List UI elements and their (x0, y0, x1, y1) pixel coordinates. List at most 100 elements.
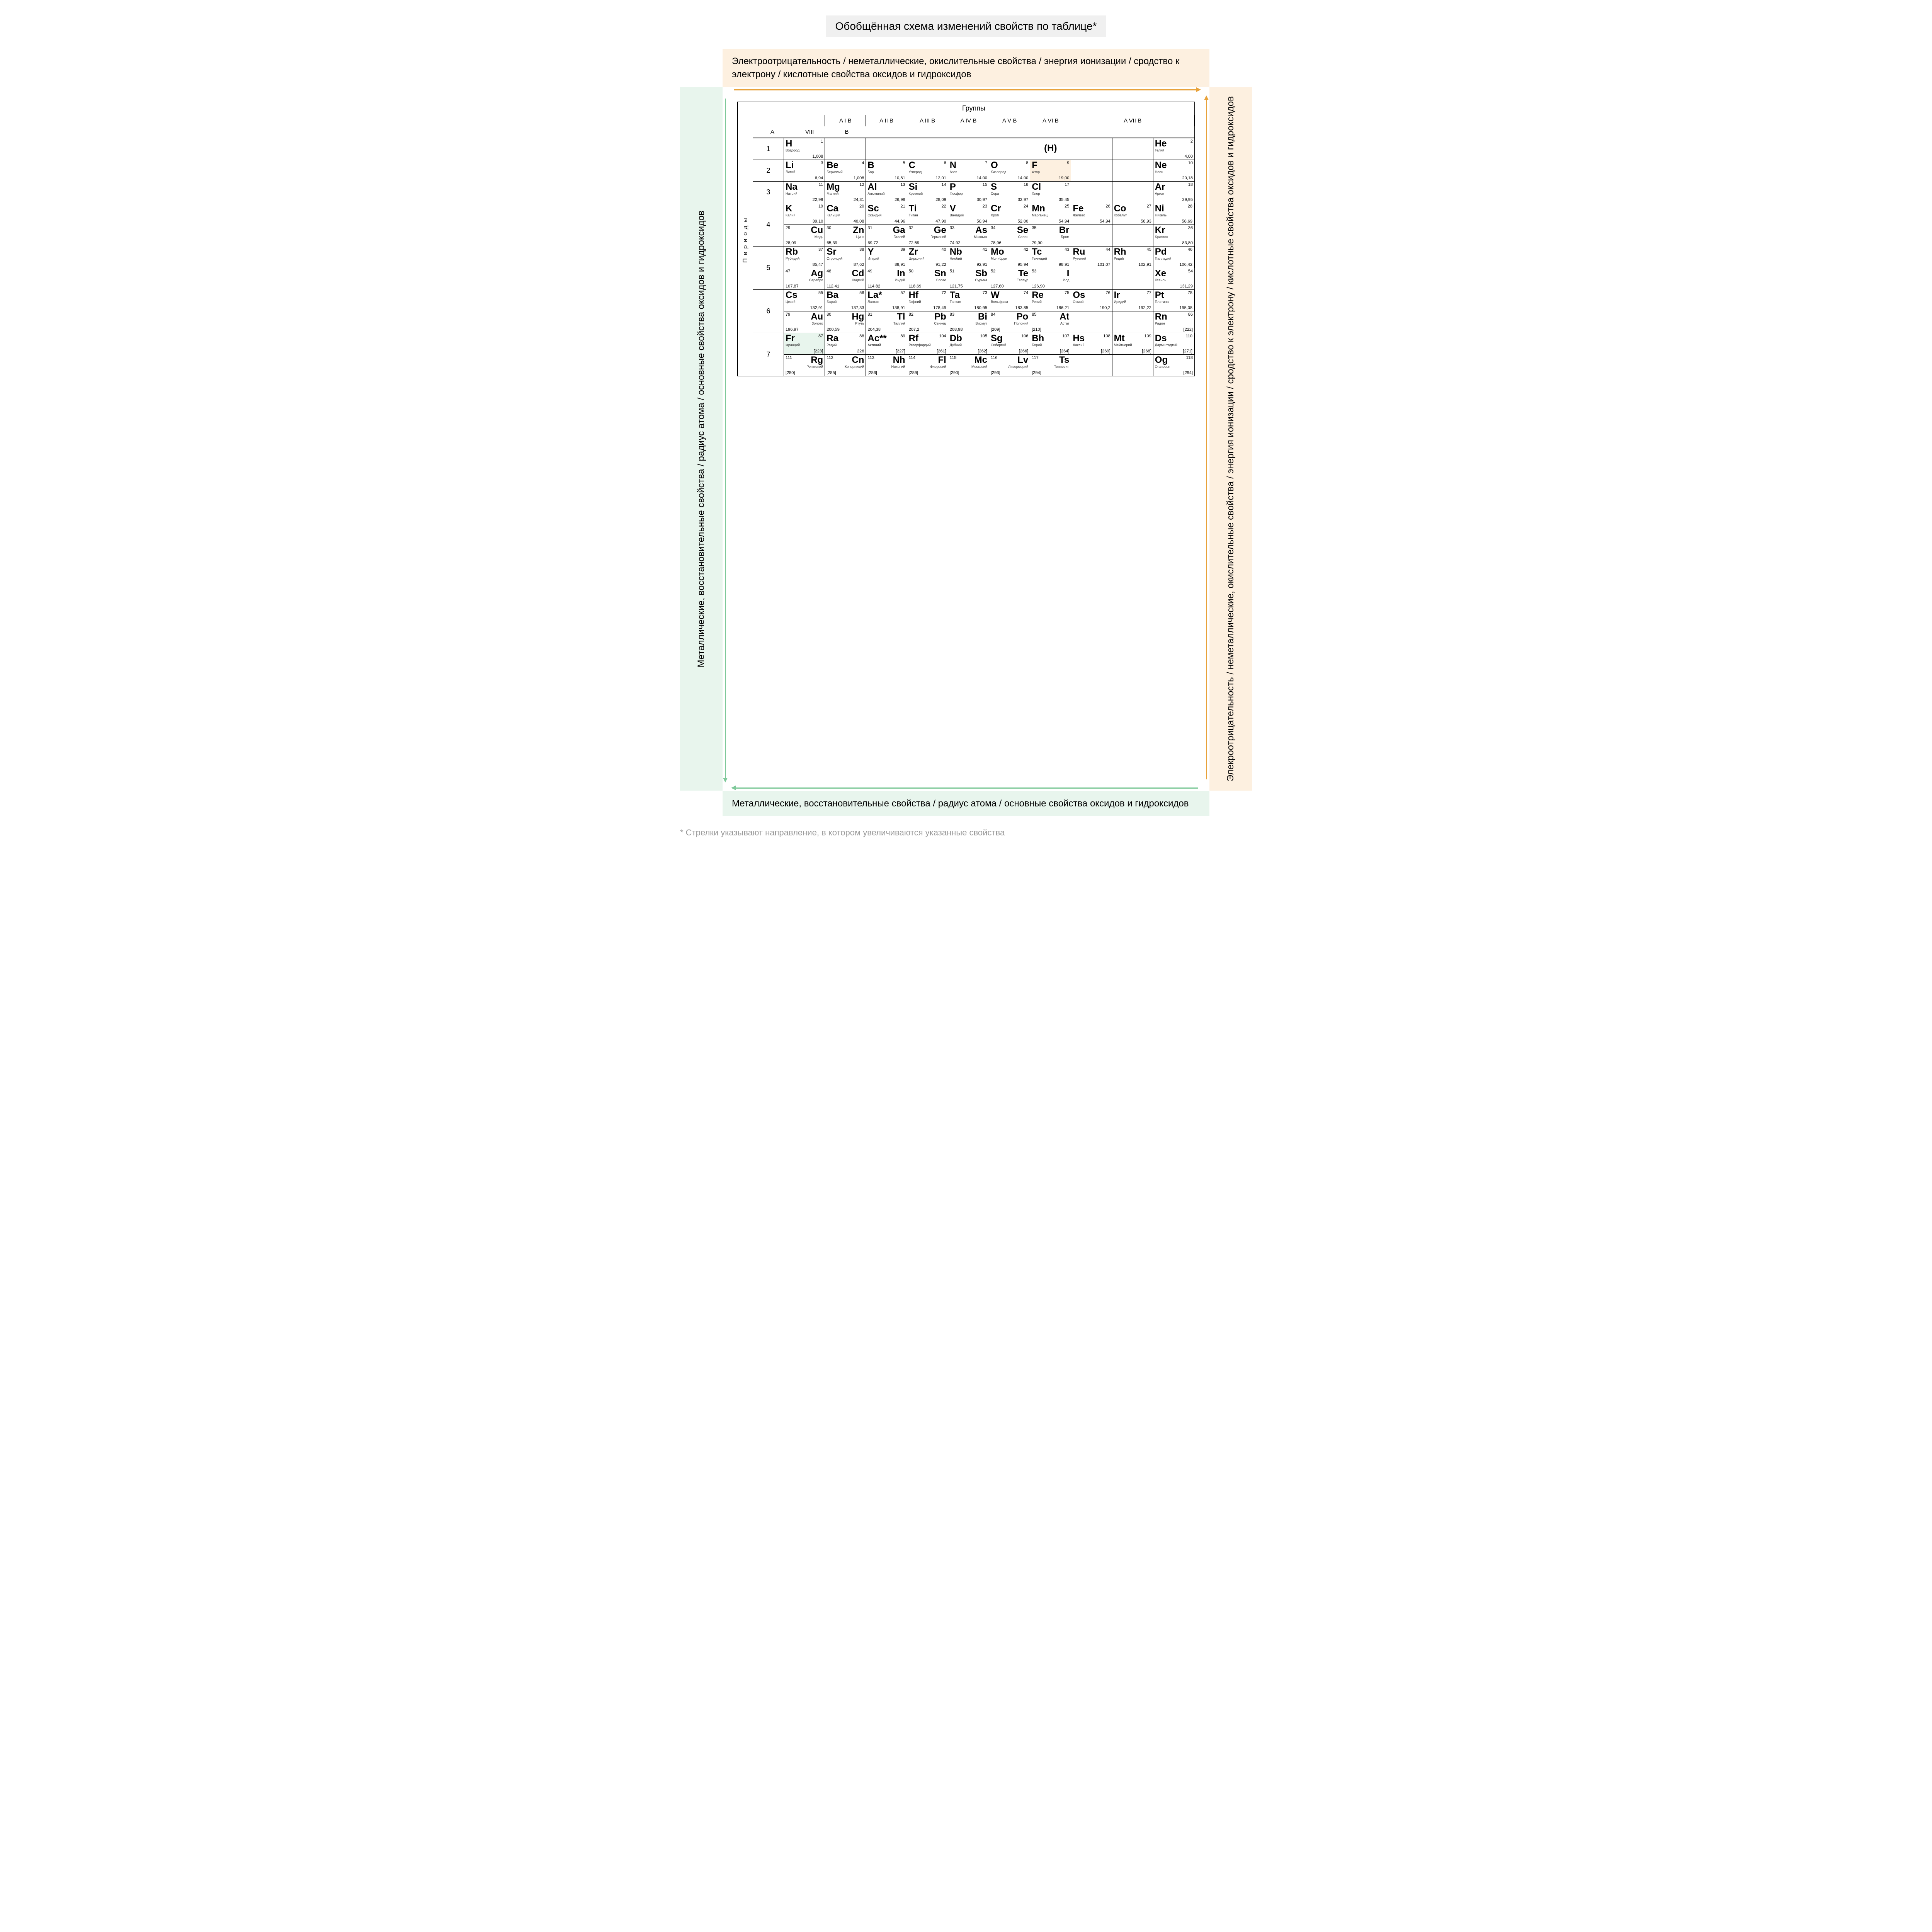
element-name: Аргон (1155, 192, 1193, 196)
atomic-number: 54 (1188, 269, 1193, 274)
element-name: Борий (1032, 343, 1069, 347)
element-cell: 108HsХассий[269] (1071, 333, 1112, 354)
element-name: Рутений (1073, 257, 1110, 260)
atomic-number: 20 (859, 204, 864, 209)
atomic-number: 55 (818, 291, 823, 295)
atomic-mass: 131,29 (1180, 284, 1193, 289)
atomic-mass: 14,00 (1018, 176, 1029, 180)
atomic-number: 47 (786, 269, 790, 274)
page-title: Обобщённая схема изменений свойств по та… (826, 15, 1106, 37)
element-cell: 17ClХлор35,45 (1030, 181, 1071, 203)
element-cell: 116LvЛиверморий[293] (989, 354, 1030, 376)
diagram-grid: Электроотрицательность / неметаллические… (680, 49, 1252, 816)
atomic-number: 29 (786, 226, 790, 230)
element-name: Ниобий (950, 257, 987, 260)
element-name: Марганец (1032, 213, 1069, 217)
element-name: Лантан (867, 300, 905, 304)
element-cell: 52TeТеллур127,60 (989, 268, 1030, 289)
element-name: Криптон (1155, 235, 1193, 239)
atomic-number: 41 (983, 247, 987, 252)
element-name: Магний (827, 192, 864, 196)
empty-cell (1071, 311, 1112, 333)
atomic-mass: 91,22 (935, 262, 946, 267)
atomic-number: 15 (983, 182, 987, 187)
atomic-number: 77 (1147, 291, 1151, 295)
element-cell: 109MtМейтнерий[268] (1112, 333, 1153, 354)
element-cell: 39YИттрий88,91 (866, 246, 907, 268)
element-cell: 76OsОсмий190,2 (1071, 289, 1112, 311)
element-name: Кремний (909, 192, 946, 196)
empty-cell (989, 138, 1030, 160)
period-number: 5 (753, 246, 784, 289)
atomic-mass: 72,59 (909, 241, 920, 245)
element-cell: 34SeСелен78,96 (989, 224, 1030, 246)
element-symbol: Sb (950, 269, 987, 278)
element-cell: 74WВольфрам183,85 (989, 289, 1030, 311)
element-cell: 28NiНикель58,69 (1153, 203, 1194, 224)
atomic-mass: 183,85 (1015, 306, 1029, 310)
element-symbol: Mg (827, 182, 864, 192)
atomic-mass: 28,09 (935, 197, 946, 202)
element-name: Кадмий (827, 278, 864, 282)
element-cell: 25MnМарганец54,94 (1030, 203, 1071, 224)
atomic-number: 36 (1188, 226, 1193, 230)
element-cell: 114FlФлеровий[289] (907, 354, 948, 376)
atomic-number: 18 (1188, 182, 1193, 187)
atomic-number: 28 (1188, 204, 1192, 209)
element-symbol: Ir (1114, 291, 1151, 300)
element-cell: 111RgРентгений[280] (784, 354, 825, 376)
element-name: Водород (786, 148, 823, 152)
atomic-number: 46 (1188, 247, 1192, 252)
atomic-number: 14 (942, 182, 946, 187)
bottom-properties-label: Металлические, восстановительные свойств… (723, 791, 1209, 816)
atomic-mass: 65,39 (827, 241, 837, 245)
period-row: 419KКалий39,1020CaКальций40,0821ScСканди… (753, 203, 1194, 246)
element-cell: 89Ac**Актиний[227] (866, 333, 907, 354)
element-symbol: Li (786, 161, 823, 170)
atomic-mass: 114,82 (867, 284, 880, 289)
element-name: Хассий (1073, 343, 1110, 347)
page-container: Обобщённая схема изменений свойств по та… (680, 15, 1252, 838)
period-row: 537RbРубидий85,4738SrСтронций87,6239YИтт… (753, 246, 1194, 289)
element-symbol: P (950, 182, 987, 192)
atomic-number: 30 (827, 226, 831, 230)
atomic-mass: 28,09 (786, 241, 796, 245)
element-name: Коперниций (827, 365, 864, 369)
period-number: 4 (753, 203, 784, 246)
element-cell: 8OКислород14,00 (989, 160, 1030, 181)
period-number: 3 (753, 181, 784, 203)
element-symbol: Te (991, 269, 1028, 278)
element-name: Натрий (786, 192, 823, 196)
atomic-mass: 127,60 (991, 284, 1004, 289)
atomic-mass: 74,92 (950, 241, 961, 245)
atomic-mass: 22,99 (813, 197, 823, 202)
element-cell: 14SiКремний28,09 (907, 181, 948, 203)
atomic-number: 8 (1026, 161, 1028, 165)
atomic-number: 37 (818, 247, 823, 252)
atomic-mass: [264] (1060, 349, 1069, 354)
left-properties-label: Металлические, восстановительные свойств… (680, 87, 723, 791)
element-cell: 35BrБром79,90 (1030, 224, 1071, 246)
element-symbol: Cu (786, 226, 823, 235)
atomic-number: 21 (900, 204, 905, 209)
atomic-number: 16 (1024, 182, 1028, 187)
element-symbol: Xe (1155, 269, 1193, 278)
element-symbol: Br (1032, 226, 1069, 235)
atomic-mass: 102,91 (1138, 262, 1151, 267)
element-cell: 80HgРтуть200,59 (825, 311, 866, 333)
empty-cell (1071, 224, 1112, 246)
element-cell: 87FrФранций[223] (784, 333, 825, 354)
element-name: Фосфор (950, 192, 987, 196)
element-cell: 27CoКобальт58,93 (1112, 203, 1153, 224)
element-cell: 10NeНеон20,18 (1153, 160, 1194, 181)
element-name: Резерфордий (909, 343, 946, 347)
element-symbol: Rb (786, 247, 823, 257)
center-panel: Периоды Группы A I BA II BA III BA IV BA… (723, 87, 1209, 791)
element-name: Иттрий (867, 257, 905, 260)
element-cell: 36KrКриптон83,80 (1153, 224, 1194, 246)
group-label-viii: AVIIIB (753, 126, 866, 138)
element-name: Хлор (1032, 192, 1069, 196)
atomic-mass: 44,96 (895, 219, 905, 224)
atomic-number: 76 (1105, 291, 1110, 295)
element-symbol: Cd (827, 269, 864, 278)
